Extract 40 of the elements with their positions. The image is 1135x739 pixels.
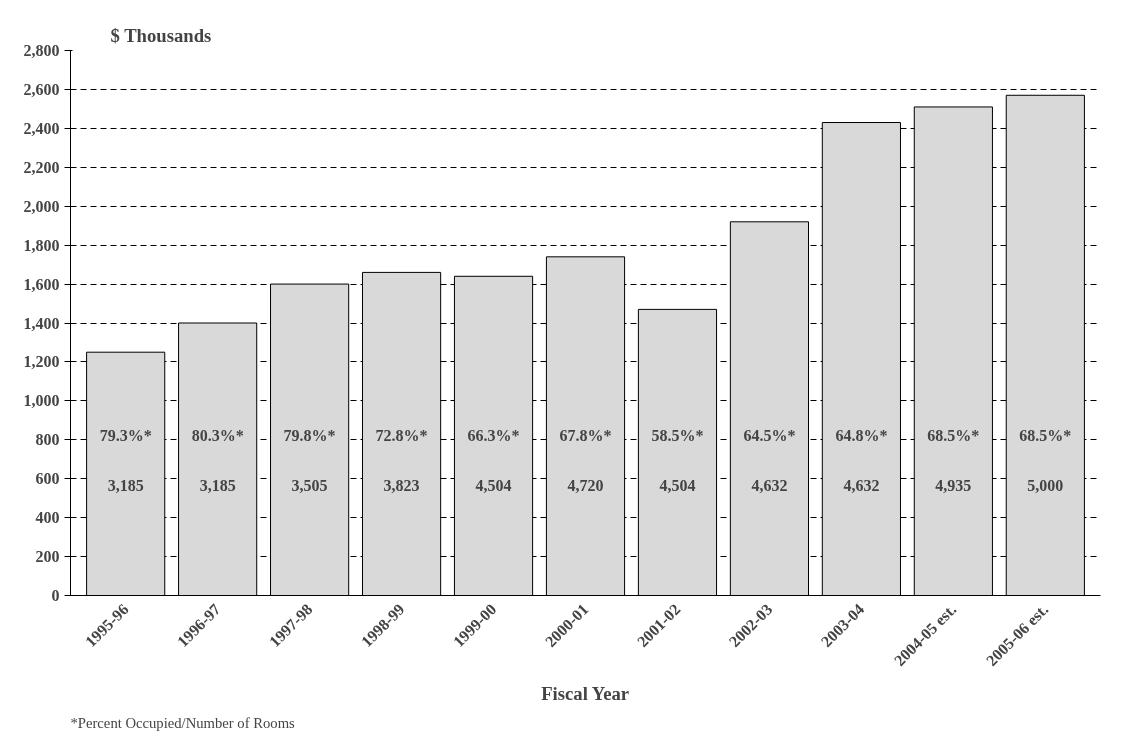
annotation: 58.5%*	[651, 427, 704, 444]
annotation: 64.8%*	[835, 427, 888, 444]
annotation: 4,720	[567, 477, 604, 494]
x-axis-title: Fiscal Year	[541, 683, 630, 705]
annotation: 4,632	[751, 477, 788, 494]
annotation: 3,505	[291, 477, 328, 494]
annotation: 66.3%*	[467, 427, 520, 444]
annotation: 80.3%*	[191, 427, 244, 444]
y-tick-label: 2,800	[23, 42, 60, 59]
annotation: 4,935	[935, 477, 972, 494]
y-tick-label: 0	[51, 587, 60, 604]
chart-title: $ Thousands	[110, 24, 212, 46]
y-tick-label: 800	[35, 431, 60, 449]
annotation: 72.8%*	[375, 427, 428, 444]
y-tick-label: 1,200	[23, 353, 60, 371]
annotation: 67.8%*	[559, 427, 612, 444]
annotation: 79.8%*	[283, 427, 336, 444]
annotation: 3,823	[383, 477, 420, 494]
y-tick-label: 2,400	[23, 119, 60, 137]
annotation: 68.5%*	[927, 427, 980, 444]
y-tick-label: 1,600	[23, 275, 60, 293]
annotation: 79.3%*	[99, 427, 152, 444]
annotation: 5,000	[1027, 477, 1064, 494]
y-tick-label: 1,400	[23, 314, 60, 332]
y-tick-label: 200	[35, 548, 60, 566]
annotation: 3,185	[107, 477, 144, 494]
y-tick-label: 2,600	[23, 80, 60, 98]
annotation: 4,504	[659, 477, 696, 494]
annotation: 64.5%*	[743, 427, 796, 444]
annotation: 4,632	[843, 477, 880, 494]
y-tick-label: 1,000	[23, 392, 60, 410]
annotation: 68.5%*	[1019, 427, 1072, 444]
y-tick-label: 1,800	[23, 236, 60, 254]
annotation: 3,185	[199, 477, 236, 494]
y-tick-label: 400	[35, 509, 60, 527]
text: *Percent Occupied/Number of Rooms	[70, 714, 296, 731]
y-tick-label: 600	[35, 470, 60, 488]
annotation: 4,504	[475, 477, 512, 494]
y-tick-label: 2,200	[23, 158, 60, 176]
y-tick-label: 2,000	[23, 197, 60, 215]
